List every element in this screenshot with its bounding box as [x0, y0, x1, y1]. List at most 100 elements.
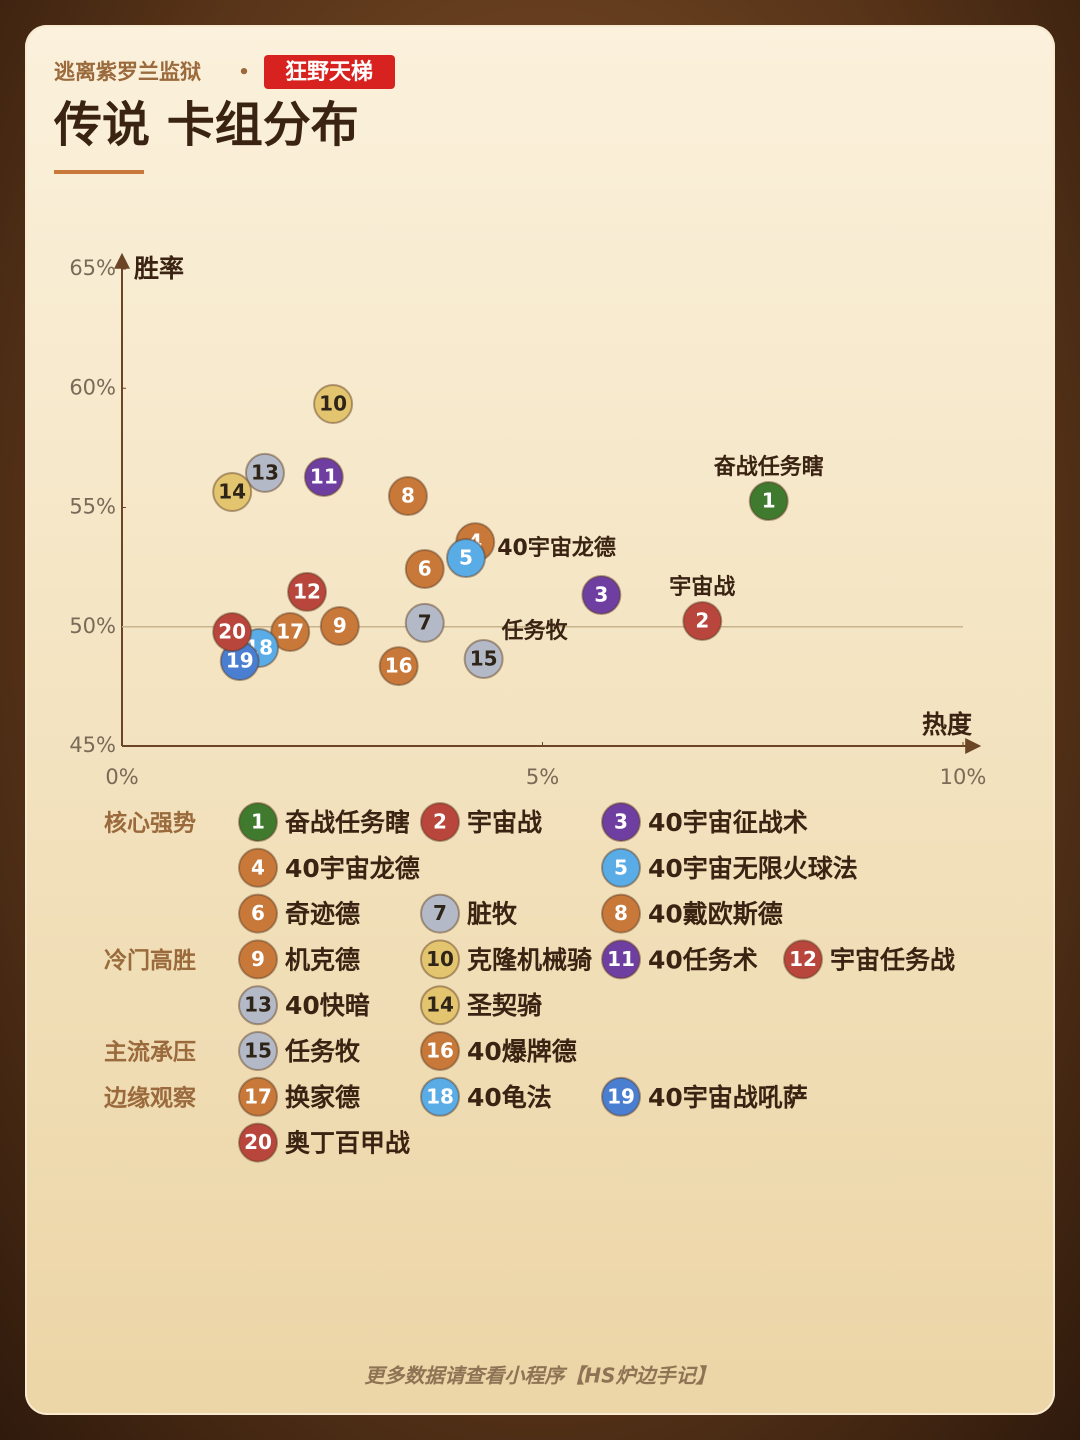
point: 11: [303, 456, 344, 497]
legend-marker-circle: [601, 893, 641, 934]
legend-marker-circle: [420, 1076, 460, 1117]
legend-marker-number: 2: [433, 810, 447, 834]
legend-marker-number: 12: [789, 947, 817, 971]
legend-marker-circle: [238, 893, 278, 934]
legend-marker: 10: [420, 939, 460, 980]
point-circle: [404, 549, 445, 590]
point: 14: [212, 471, 253, 512]
point-circle: [378, 646, 419, 687]
legend-label: 宇宙任务战: [830, 945, 955, 974]
point-circle: [387, 476, 428, 517]
card: [25, 25, 1055, 1415]
legend-label: 克隆机械骑: [467, 945, 592, 974]
subtitle: 逃离紫罗兰监狱: [54, 60, 201, 84]
point: 6: [404, 549, 445, 590]
legend-marker-number: 11: [607, 947, 635, 971]
legend-marker-circle: [601, 939, 641, 980]
legend-marker-number: 14: [426, 993, 454, 1017]
badge: 狂野天梯: [285, 59, 373, 85]
point-number: 5: [459, 546, 473, 570]
legend-marker-circle: [238, 939, 278, 980]
legend-marker-circle: [420, 802, 460, 842]
point-number: 9: [333, 614, 347, 638]
legend-marker: 20: [238, 1122, 278, 1163]
legend-label: 换家德: [285, 1083, 360, 1112]
legend-label: 脏牧: [467, 900, 518, 929]
point-circle: [445, 538, 486, 579]
legend-group: 边缘观察: [104, 1084, 197, 1111]
legend-marker: 15: [238, 1031, 278, 1071]
point-number: 20: [218, 619, 246, 643]
legend-marker-circle: [238, 847, 278, 888]
point-circle: [319, 606, 360, 647]
point: 12: [287, 571, 328, 612]
point-number: 12: [293, 579, 321, 603]
legend-group: 核心强势: [104, 810, 196, 837]
legend-group: 主流承压: [104, 1039, 196, 1066]
legend-label: 宇宙战: [467, 808, 542, 837]
legend-marker-circle: [601, 1076, 641, 1117]
legend-label: 40宇宙龙德: [285, 854, 420, 883]
legend-label: 40快暗: [285, 991, 370, 1020]
point-circle: [303, 456, 344, 497]
legend-marker-circle: [420, 1031, 460, 1071]
y-tick-label: 55%: [69, 495, 116, 519]
y-tick-label: 60%: [69, 375, 116, 399]
legend-label: 40爆牌德: [467, 1037, 577, 1066]
legend-marker-number: 19: [607, 1084, 635, 1108]
legend-marker-circle: [238, 1076, 278, 1117]
legend-marker: 8: [601, 893, 641, 934]
point: 8: [387, 476, 428, 517]
legend-label: 40任务术: [648, 945, 758, 974]
legend-marker-number: 3: [614, 810, 628, 834]
legend-marker: 19: [601, 1076, 641, 1117]
legend-marker-number: 10: [426, 947, 454, 971]
point-number: 19: [226, 649, 254, 673]
legend-marker-number: 20: [244, 1130, 272, 1154]
x-tick-label: 10%: [940, 765, 987, 789]
legend-marker: 12: [783, 939, 823, 980]
legend-label: 任务牧: [284, 1037, 361, 1066]
point-circle: [270, 611, 311, 652]
point-number: 16: [385, 654, 413, 678]
legend-label: 40宇宙战吼萨: [648, 1083, 808, 1112]
legend-marker: 7: [420, 893, 460, 934]
legend-marker-number: 16: [426, 1039, 454, 1063]
point-circle: [287, 571, 328, 612]
point-number: 2: [695, 609, 709, 633]
legend-marker-number: 7: [433, 901, 447, 925]
legend-marker-circle: [420, 985, 460, 1026]
annotation: 奋战任务瞎: [713, 454, 824, 480]
legend-marker-number: 1: [251, 810, 265, 834]
legend-label: 奥丁百甲战: [285, 1129, 410, 1158]
point-number: 14: [218, 479, 246, 503]
point: 9: [319, 606, 360, 647]
legend-marker-circle: [601, 802, 641, 842]
legend-marker: 5: [601, 847, 641, 888]
legend-marker-number: 18: [426, 1084, 454, 1108]
legend-label: 40戴欧斯德: [648, 900, 783, 929]
point-number: 15: [470, 646, 498, 670]
legend-marker: 11: [601, 939, 641, 980]
point: 17: [270, 611, 311, 652]
point: 3: [581, 575, 622, 616]
legend-marker-circle: [601, 847, 641, 888]
legend-marker-circle: [238, 1122, 278, 1163]
legend-marker: 2: [420, 802, 460, 842]
legend-marker-circle: [420, 939, 460, 980]
point-number: 3: [594, 583, 608, 607]
title-underline: [54, 170, 144, 174]
annotation: 任务牧: [501, 618, 569, 644]
point-circle: [313, 383, 354, 424]
point: 13: [244, 452, 285, 493]
legend-marker-number: 9: [251, 947, 265, 971]
point-number: 13: [251, 460, 279, 484]
point: 7: [404, 602, 445, 643]
legend-marker: 16: [420, 1031, 460, 1071]
legend-marker: 13: [238, 985, 278, 1026]
point-number: 1: [762, 489, 776, 513]
legend-marker-circle: [238, 1031, 278, 1071]
y-tick-label: 50%: [69, 614, 116, 638]
